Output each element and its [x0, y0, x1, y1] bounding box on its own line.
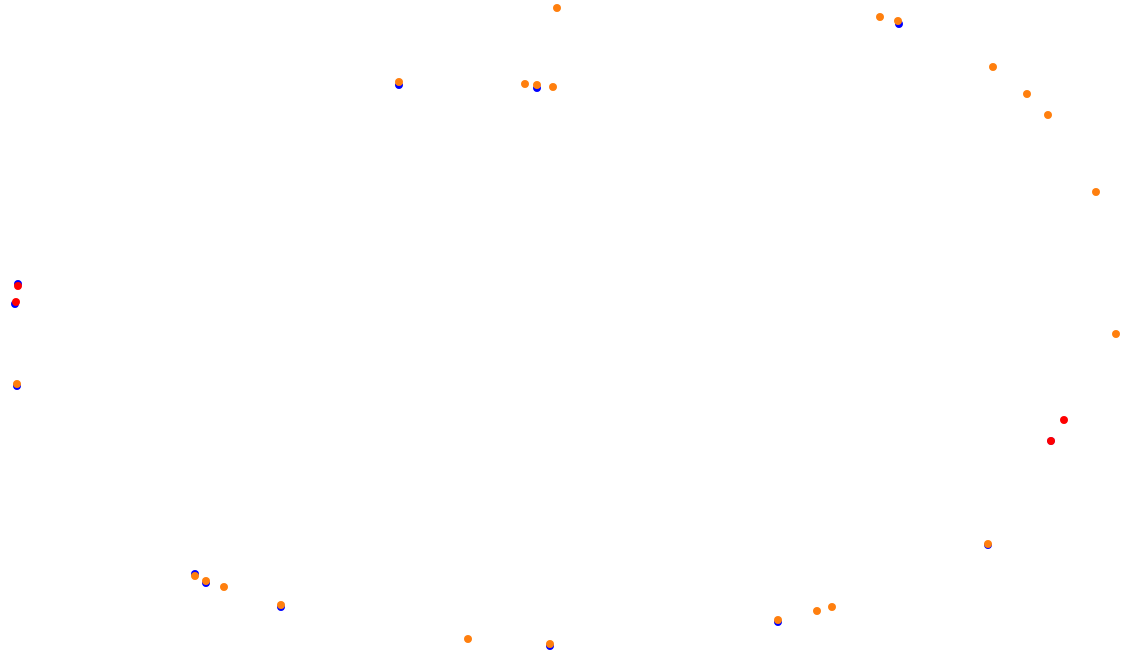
data-point [828, 603, 836, 611]
data-point [14, 282, 22, 290]
data-point [1023, 90, 1031, 98]
data-point [1112, 330, 1120, 338]
data-point [521, 80, 529, 88]
data-point [1044, 111, 1052, 119]
data-point [813, 607, 821, 615]
data-point [876, 13, 884, 21]
data-point [202, 577, 210, 585]
data-point [549, 83, 557, 91]
data-point [464, 635, 472, 643]
data-point [191, 572, 199, 580]
series-2 [13, 4, 1120, 648]
data-point [774, 616, 782, 624]
data-point [533, 81, 541, 89]
data-point [13, 380, 21, 388]
data-point [553, 4, 561, 12]
data-point [12, 298, 20, 306]
data-point [220, 583, 228, 591]
series-0 [11, 20, 1055, 650]
data-point [1092, 188, 1100, 196]
data-point [277, 601, 285, 609]
data-point [1047, 437, 1055, 445]
data-point [984, 540, 992, 548]
data-point [894, 17, 902, 25]
data-point [989, 63, 997, 71]
series-1 [12, 282, 1068, 445]
data-point [546, 640, 554, 648]
data-point [1060, 416, 1068, 424]
data-point [395, 78, 403, 86]
